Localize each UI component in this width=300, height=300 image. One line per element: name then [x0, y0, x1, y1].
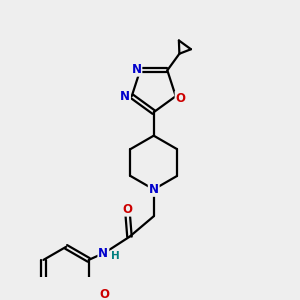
- Text: N: N: [98, 247, 108, 260]
- Text: O: O: [176, 92, 186, 105]
- Text: N: N: [149, 183, 159, 196]
- Text: O: O: [99, 289, 109, 300]
- Text: H: H: [111, 251, 120, 261]
- Text: N: N: [131, 63, 141, 76]
- Text: N: N: [120, 90, 130, 103]
- Text: O: O: [123, 203, 133, 216]
